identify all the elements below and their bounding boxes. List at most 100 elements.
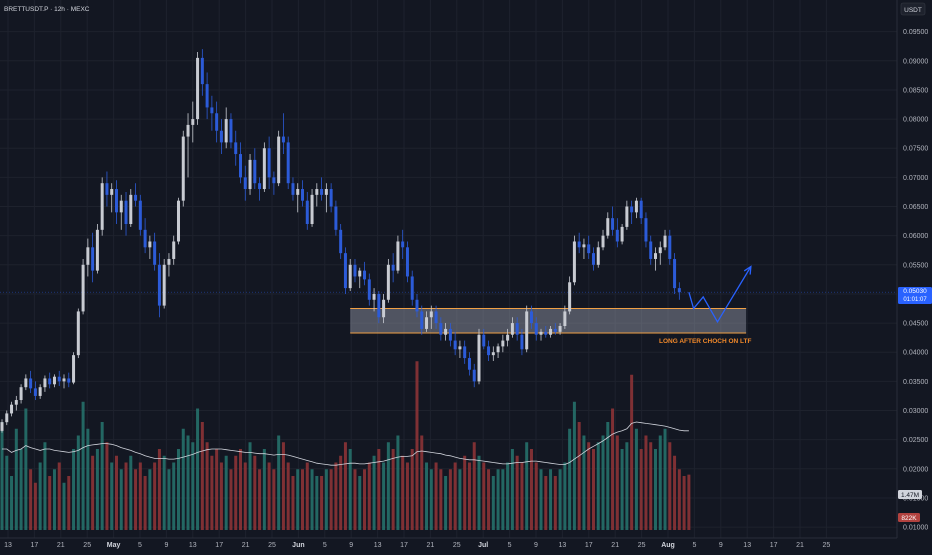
candle bbox=[491, 346, 495, 361]
volume-bar bbox=[553, 476, 557, 530]
candle-body bbox=[29, 378, 33, 389]
candle-body bbox=[353, 264, 357, 277]
time-axis[interactable]: 13 17 21 25 May 5 9 13 17 21 25 Jun 5 9 13 17 21 25 Jul 5 9 1… bbox=[4, 542, 830, 549]
volume-bar bbox=[539, 469, 543, 530]
candle-body bbox=[420, 311, 424, 329]
volume-bar bbox=[239, 449, 242, 530]
candle bbox=[277, 130, 281, 187]
candle bbox=[281, 113, 285, 155]
volume-bar bbox=[143, 476, 147, 530]
volume-bar bbox=[525, 442, 529, 530]
candle-body bbox=[167, 258, 171, 265]
candle bbox=[67, 372, 71, 388]
candle bbox=[19, 384, 23, 404]
candle-body bbox=[114, 189, 118, 213]
candle bbox=[262, 142, 266, 192]
candle bbox=[305, 191, 309, 230]
candle bbox=[577, 232, 581, 254]
candle-body bbox=[138, 200, 142, 230]
candle-body bbox=[301, 189, 305, 201]
candle bbox=[10, 401, 14, 417]
volume-bar bbox=[496, 469, 500, 530]
candle bbox=[405, 241, 409, 283]
volume-bar bbox=[434, 462, 438, 530]
volume-bar bbox=[477, 455, 481, 530]
volume-bar bbox=[148, 469, 152, 530]
candle bbox=[634, 197, 638, 219]
candle bbox=[668, 229, 672, 265]
volume-bar bbox=[81, 401, 85, 530]
volume-bar bbox=[620, 449, 624, 530]
candle-body bbox=[296, 189, 300, 195]
candle bbox=[420, 305, 424, 335]
time-axis-label: 21 bbox=[796, 542, 804, 549]
candle bbox=[382, 293, 386, 324]
candle bbox=[43, 375, 47, 392]
candle bbox=[472, 363, 476, 388]
volume-bar bbox=[563, 462, 567, 530]
volume-bar bbox=[229, 469, 233, 530]
volume-bar bbox=[95, 449, 99, 530]
candle-body bbox=[91, 247, 95, 271]
candle bbox=[496, 343, 500, 359]
volume-tag-value: 822K bbox=[901, 515, 917, 522]
candle-body bbox=[348, 264, 352, 289]
candle-body bbox=[10, 404, 14, 414]
candle-body bbox=[496, 346, 500, 353]
candle-body bbox=[439, 323, 443, 335]
volume-bar bbox=[677, 469, 681, 530]
time-axis-label: 21 bbox=[242, 542, 250, 549]
candle-body bbox=[81, 264, 85, 312]
volume-bar bbox=[611, 408, 615, 530]
candle-body bbox=[539, 331, 543, 335]
volume-bar bbox=[305, 462, 309, 530]
volume-bar bbox=[630, 374, 634, 530]
volume-bar bbox=[425, 462, 429, 530]
volume-bar bbox=[281, 442, 285, 530]
time-axis-label: 9 bbox=[719, 542, 723, 549]
volume-bar bbox=[153, 462, 157, 530]
candle bbox=[596, 241, 600, 268]
candle bbox=[453, 331, 457, 356]
volume-tag: 822K bbox=[898, 513, 920, 522]
time-axis-label: 9 bbox=[534, 542, 538, 549]
candle-body bbox=[634, 200, 638, 213]
time-axis-label: 21 bbox=[427, 542, 435, 549]
candle-body bbox=[587, 244, 591, 254]
volume-bar bbox=[215, 449, 219, 530]
candle bbox=[81, 258, 85, 315]
candle bbox=[630, 200, 634, 224]
candle bbox=[653, 247, 657, 271]
volume-bar bbox=[100, 422, 104, 530]
volume-bar bbox=[272, 469, 276, 530]
volume-bar bbox=[286, 462, 290, 530]
volume-bar bbox=[591, 449, 595, 530]
volume-bar bbox=[196, 408, 200, 530]
volume-bar bbox=[429, 469, 433, 530]
volume-bar bbox=[129, 455, 133, 530]
candle bbox=[272, 171, 276, 195]
candle bbox=[582, 238, 586, 259]
candle-body bbox=[429, 311, 433, 318]
volume-bar bbox=[549, 469, 553, 530]
volume-bar bbox=[277, 435, 281, 530]
current-price-tag: 0.05030 01:01:07 bbox=[898, 287, 932, 304]
currency-badge-box bbox=[900, 2, 926, 16]
candle-body bbox=[324, 189, 328, 195]
volume-bar bbox=[62, 482, 66, 530]
candle-body bbox=[248, 159, 252, 190]
volume-bar bbox=[415, 361, 419, 530]
candle bbox=[239, 142, 242, 184]
candle bbox=[525, 305, 529, 353]
symbol-title[interactable]: BRETTUSDT.P · 12h · MEXC bbox=[4, 6, 90, 13]
candle-body bbox=[205, 84, 209, 108]
price-axis-label: 0.02500 bbox=[903, 437, 928, 444]
candle bbox=[343, 247, 347, 294]
candle bbox=[534, 317, 538, 341]
candle-body bbox=[277, 136, 281, 184]
candle-body bbox=[76, 311, 80, 356]
currency-badge[interactable]: USDT bbox=[900, 2, 926, 16]
candle-body bbox=[243, 177, 247, 190]
candle-body bbox=[258, 183, 262, 190]
